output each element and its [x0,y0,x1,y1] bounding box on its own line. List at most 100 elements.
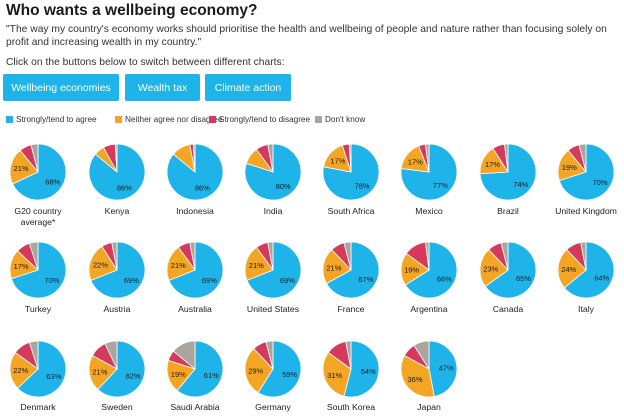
pie-slice-don-t-know [345,340,352,370]
data-label-strongly-tend-to-agree: 77% [433,181,448,190]
pie-indonesia: 86% [166,143,224,201]
data-label-strongly-tend-to-agree: 86% [117,184,132,193]
data-label-neither-agree-nor-disagree: 31% [327,371,342,380]
pie-argentina: 66% 19% [400,241,458,299]
pie-sweden: 62% 21% [88,340,146,398]
legend-swatch-agree [6,116,13,123]
pie-slice-strongly-tend-to-agree [246,241,302,299]
pie-kenya: 86% [88,143,146,201]
pie-slice-don-t-know [28,241,39,271]
pie-united-kingdom: 70% 19% [557,143,615,201]
pie-slice-don-t-know [104,340,118,370]
legend-swatch-disagree [209,116,216,123]
country-label-brazil: Brazil [497,206,519,216]
pie-australia: 69% 21% [166,241,224,299]
pie-slice-strongly-tend-to-agree [10,241,67,299]
legend-swatch-neither [115,116,122,123]
pie-slice-don-t-know [114,143,118,173]
data-label-strongly-tend-to-agree: 62% [126,371,141,380]
pie-india: 80% [244,143,302,201]
pie-slice-don-t-know [189,241,196,271]
data-label-strongly-tend-to-agree: 63% [46,372,61,381]
country-label-india: India [263,206,283,216]
pie-brazil: 74% 17% [479,143,537,201]
climate-action-button[interactable]: Climate action [205,74,291,101]
data-label-neither-agree-nor-disagree: 21% [171,261,186,270]
pie-slice-don-t-know [265,340,274,370]
pie-austria: 69% 22% [88,241,146,299]
pie-slice-strongly-tend-to-agree [343,340,380,398]
pie-slice-strongly-tend-to-agree [90,241,146,299]
pie-slice-don-t-know [580,241,587,271]
data-label-strongly-tend-to-agree: 69% [280,276,295,285]
pie-saudi-arabia: 61% 19% [166,340,224,398]
country-label-denmark: Denmark [20,402,56,412]
data-label-strongly-tend-to-agree: 66% [437,274,452,283]
pie-slice-don-t-know [578,143,587,173]
pie-slice-neither-agree-nor-disagree [88,354,118,390]
data-label-neither-agree-nor-disagree: 29% [248,367,263,376]
data-label-neither-agree-nor-disagree: 17% [485,160,500,169]
data-label-neither-agree-nor-disagree: 17% [14,262,29,271]
legend-item-disagree: Strongly/tend to disagree [209,115,310,124]
pie-slice-neither-agree-nor-disagree [244,246,274,281]
wealth-tax-button[interactable]: Wealth tax [125,74,200,101]
wellbeing-economies-button[interactable]: Wellbeing economies [3,74,119,101]
pie-slice-strongly-tend-to-agree [325,241,380,299]
pie-slice-neither-agree-nor-disagree [557,249,587,289]
pie-slice-don-t-know [28,340,39,370]
pie-denmark: 63% 22% [9,340,67,398]
pie-france: 67% 21% [322,241,380,299]
country-label-indonesia: Indonesia [176,206,214,216]
pie-slice-don-t-know [348,143,352,173]
pie-italy: 64% 24% [557,241,615,299]
pie-slice-don-t-know [192,143,196,173]
pie-slice-strongly-tend-to-agree [176,340,224,398]
pie-united-states: 69% 21% [244,241,302,299]
data-label-neither-agree-nor-disagree: 21% [326,263,341,272]
data-label-neither-agree-nor-disagree: 36% [407,375,422,384]
pie-slice-neither-agree-nor-disagree [322,351,352,397]
data-label-neither-agree-nor-disagree: 19% [404,266,419,275]
data-label-neither-agree-nor-disagree: 24% [561,265,576,274]
data-label-neither-agree-nor-disagree: 22% [13,366,28,375]
pie-japan: 47% 36% [400,340,458,398]
pie-slice-don-t-know [172,340,196,370]
pie-south-korea: 54% 31% [322,340,380,398]
pie-slice-neither-agree-nor-disagree [244,348,274,394]
pie-slice-don-t-know [111,241,118,271]
pie-germany: 59% 29% [244,340,302,398]
pie-slice-strongly-tend-to-agree [168,241,224,299]
country-label-australia: Australia [178,304,212,314]
data-label-neither-agree-nor-disagree: 21% [92,368,107,377]
country-label-mexico: Mexico [415,206,443,216]
pie-slice-don-t-know [425,241,430,271]
country-label-sweden: Sweden [101,402,133,412]
instruction-text: Click on the buttons below to switch bet… [6,57,285,68]
pie-canada: 65% 23% [479,241,537,299]
country-label-united-states: United States [246,304,300,314]
pie-slice-strongly-tend-to-agree [484,241,537,299]
pie-slice-strongly-tend-to-agree [257,340,302,398]
legend-label-dont-know: Don't know [325,115,366,124]
survey-question: "The way my country's economy works shou… [6,24,607,48]
pie-slice-strongly-tend-to-agree [12,143,67,201]
data-label-neither-agree-nor-disagree: 17% [408,157,423,166]
data-label-neither-agree-nor-disagree: 21% [14,164,29,173]
pie-slice-strongly-tend-to-agree [558,143,615,201]
pie-g20-country-average: 68% 21% [9,143,67,201]
pie-slice-strongly-tend-to-agree [17,340,67,398]
legend-label-disagree: Strongly/tend to disagree [219,115,311,124]
data-label-strongly-tend-to-agree: 70% [592,178,607,187]
data-label-strongly-tend-to-agree: 54% [361,367,376,376]
pie-slice-don-t-know [343,241,352,271]
country-label-turkey: Turkey [24,304,52,314]
data-label-strongly-tend-to-agree: 86% [195,184,210,193]
pie-slice-strongly-tend-to-agree [97,340,146,398]
pie-slice-neither-agree-nor-disagree [322,249,352,285]
country-label-austria: Austria [103,304,131,314]
pie-slice-neither-agree-nor-disagree [9,149,39,185]
page-title: Who wants a wellbeing economy? [6,2,258,19]
data-label-strongly-tend-to-agree: 68% [45,177,60,186]
legend-item-neither: Neither agree nor disagree [115,115,222,124]
